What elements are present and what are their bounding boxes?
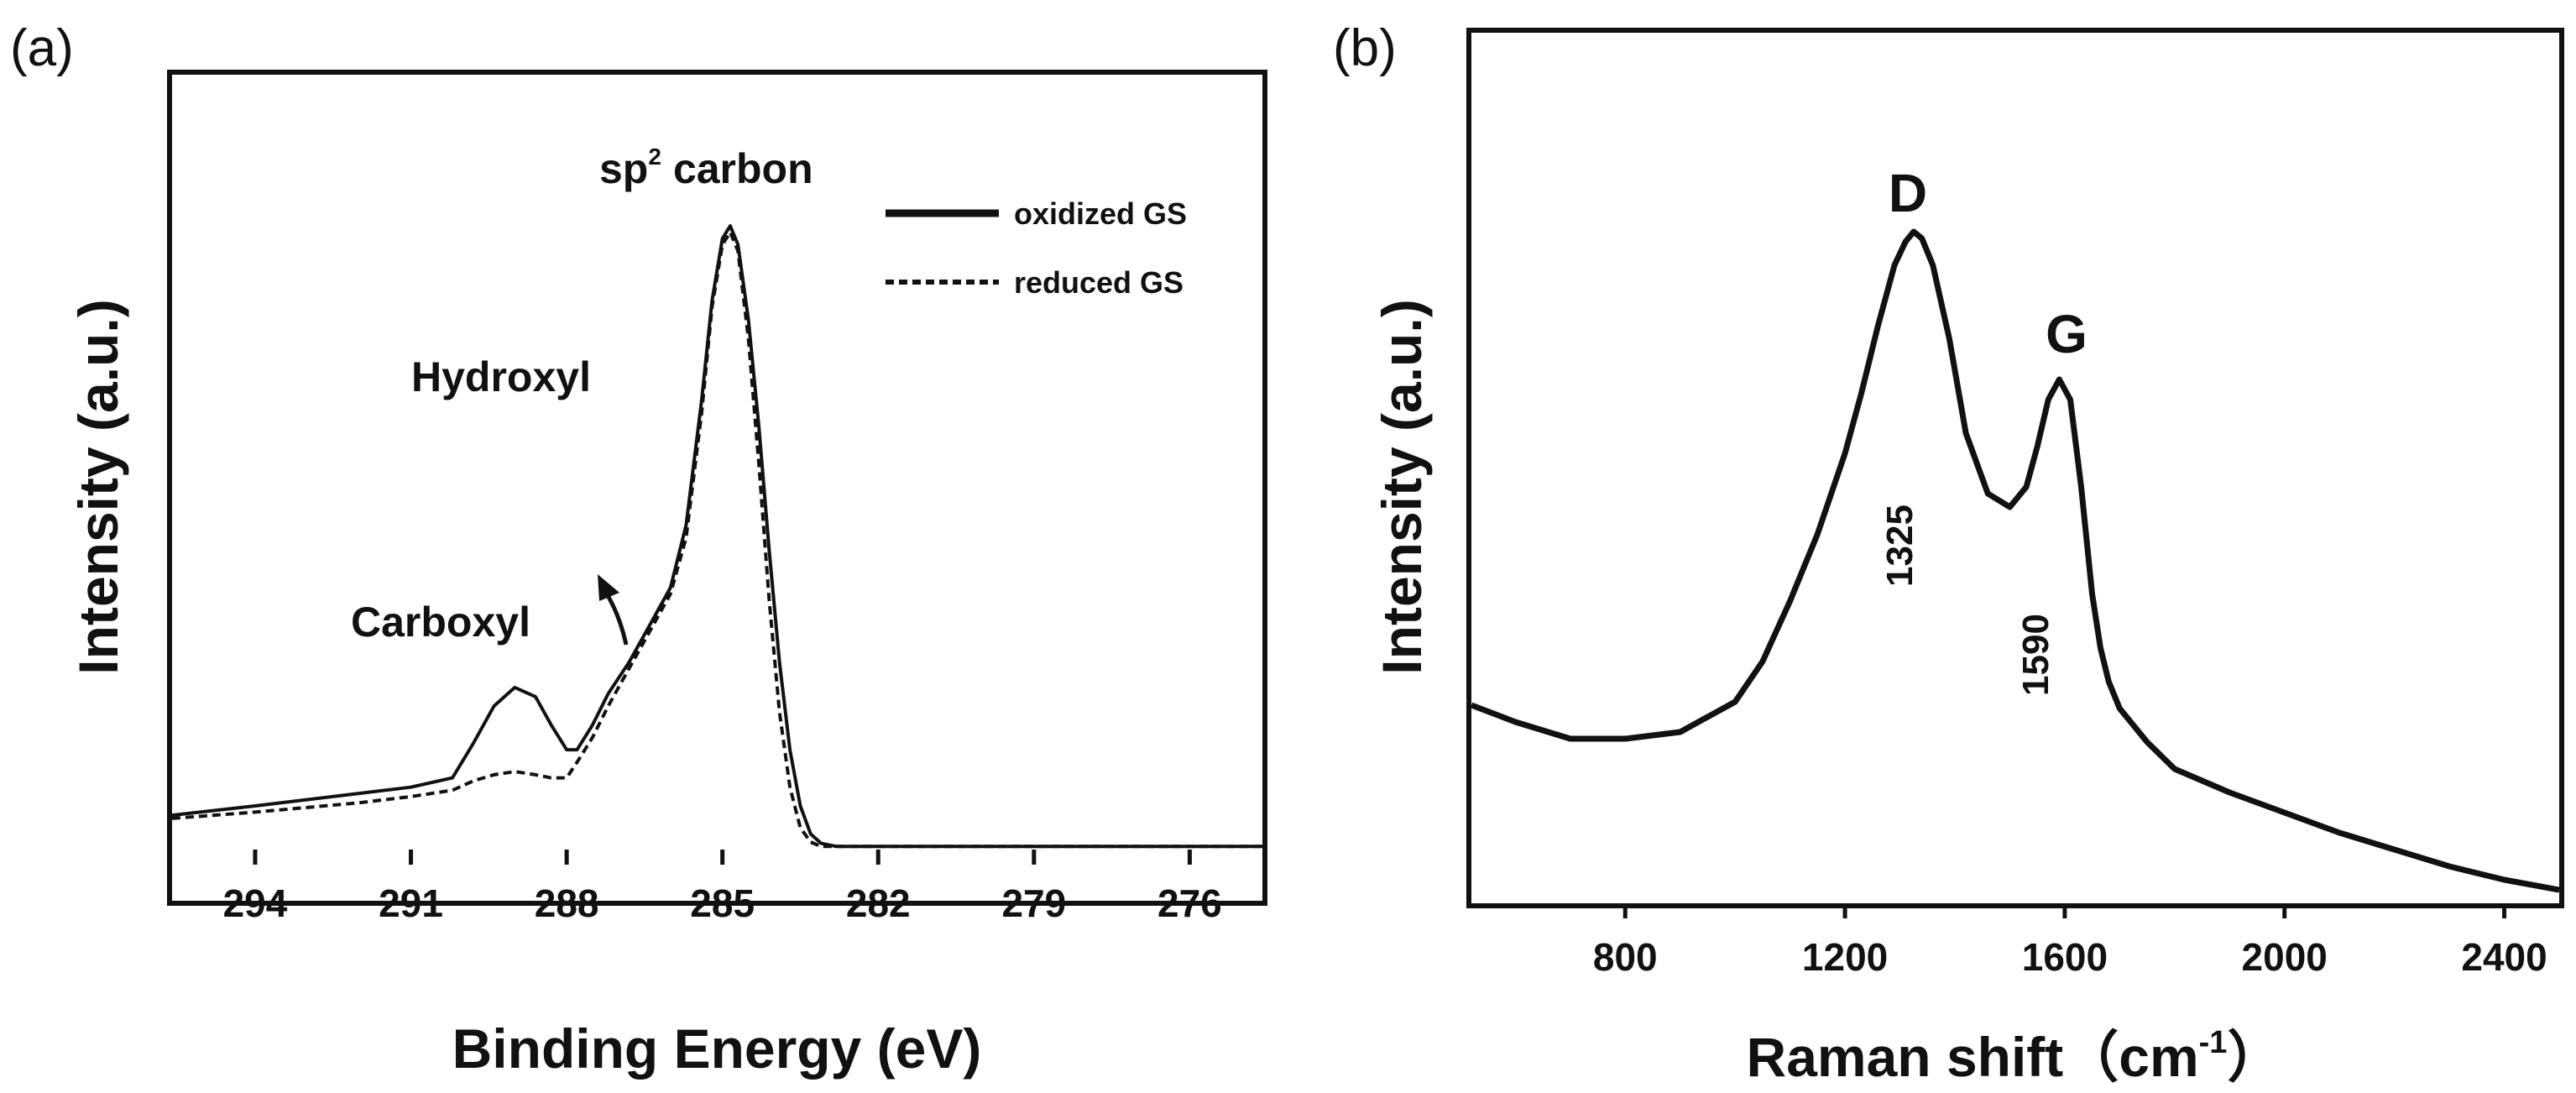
legend-label-oxidized: oxidized GS: [1014, 196, 1187, 231]
panel-a: (a) 294 291 288 285 282 279 276 Binding Energy…: [10, 19, 1267, 1080]
panel-b-x-axis-title: Raman shift（cm-1）: [1747, 1025, 2283, 1088]
peak-g-position: 1590: [2015, 614, 2056, 696]
peak-d-position: 1325: [1879, 505, 1920, 587]
x-tick-label: 279: [1001, 881, 1066, 925]
series-line-raman-spectrum: [1470, 228, 2560, 893]
panel-a-x-axis: 294 291 288 285 282 279 276: [223, 850, 1222, 925]
hydroxyl-annotation: Hydroxyl: [411, 353, 591, 400]
peak-g-label: G: [2046, 304, 2087, 364]
x-tick-label: 1600: [2022, 935, 2108, 979]
series-line-reduced-gs: [171, 230, 1262, 849]
panel-b-label: (b): [1333, 19, 1397, 77]
x-tick-label: 2400: [2461, 935, 2547, 979]
x-tick-label: 800: [1593, 935, 1658, 979]
panel-a-x-axis-title: Binding Energy (eV): [452, 1017, 982, 1080]
x-tick-label: 2000: [2242, 935, 2328, 979]
legend-label-reduced: reduced GS: [1014, 265, 1183, 300]
sp2-carbon-annotation: sp2 carbon: [599, 144, 813, 192]
hydroxyl-arrow-head: [598, 574, 619, 601]
panel-a-plot-frame: [167, 70, 1267, 906]
panel-b: (b) 800 1200 1600 2000 2400 Raman shift（cm-1…: [1333, 19, 2564, 1088]
peak-d-label: D: [1889, 163, 1927, 223]
carboxyl-annotation: Carboxyl: [351, 599, 530, 646]
panel-b-plot-frame: [1466, 28, 2564, 908]
series-line-oxidized-gs: [171, 224, 1262, 849]
x-tick-label: 291: [379, 881, 443, 925]
hydroxyl-arrow-line: [604, 591, 629, 646]
x-tick-label: 285: [690, 881, 755, 925]
panel-b-x-axis: 800 1200 1600 2000 2400: [1593, 903, 2547, 979]
panel-a-series: [171, 224, 1262, 849]
panel-b-y-axis-title: Intensity (a.u.): [1371, 299, 1433, 674]
panel-a-label: (a): [10, 19, 74, 77]
panel-a-legend: oxidized GS reduced GS: [886, 196, 1187, 300]
panel-b-series: [1470, 228, 2560, 893]
x-tick-label: 276: [1157, 881, 1222, 925]
panel-a-y-axis-title: Intensity (a.u.): [67, 299, 129, 674]
x-tick-label: 1200: [1802, 935, 1888, 979]
x-tick-label: 282: [846, 881, 911, 925]
x-tick-label: 294: [223, 881, 288, 925]
x-tick-label: 288: [535, 881, 599, 925]
